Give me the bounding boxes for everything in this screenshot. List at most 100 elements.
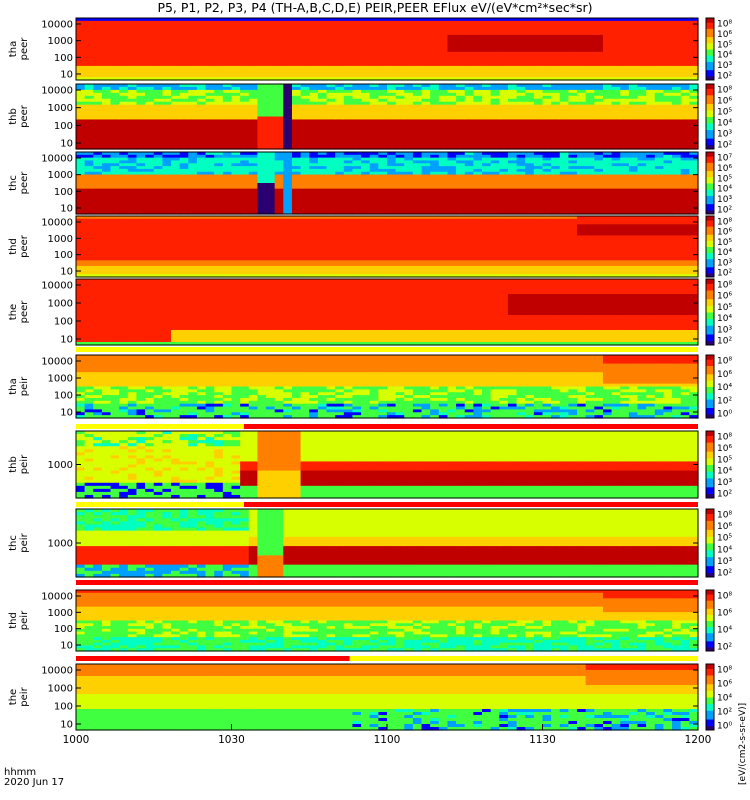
spectrogram-cell — [266, 113, 276, 118]
spectrogram-cell — [525, 26, 535, 30]
spectrogram-cell — [361, 71, 371, 75]
spectrogram-cell — [387, 40, 397, 44]
spectrogram-cell — [594, 171, 604, 176]
spectrogram-cell — [361, 113, 371, 118]
spectrogram-cell — [473, 49, 483, 53]
spectrogram-cell — [663, 84, 673, 88]
spectrogram-cell — [611, 43, 621, 47]
spectrogram-cell — [119, 197, 129, 201]
spectrogram-cell — [361, 143, 371, 147]
spectrogram-cell — [689, 63, 699, 67]
spectrogram-cell — [188, 185, 198, 190]
spectrogram-cell — [343, 185, 354, 190]
spectrogram-cell — [654, 29, 665, 33]
spectrogram-cell — [438, 23, 449, 28]
spectrogram-cell — [594, 137, 604, 141]
spectrogram-cell — [654, 131, 665, 135]
spectrogram-cell — [300, 107, 310, 112]
spectrogram-cell — [395, 43, 405, 47]
spectrogram-cell — [352, 89, 362, 94]
spectrogram-cell — [456, 157, 466, 162]
spectrogram-cell — [637, 98, 647, 103]
spectrogram-cell — [93, 43, 103, 47]
spectrogram-cell — [404, 152, 414, 156]
spectrogram-cell — [680, 110, 690, 115]
spectrogram-cell — [525, 119, 535, 123]
spectrogram-cell — [326, 154, 336, 159]
spectrogram-cell — [628, 197, 639, 201]
spectrogram-cell — [395, 152, 405, 156]
spectrogram-cell — [266, 68, 276, 73]
spectrogram-cell — [637, 26, 647, 30]
spectrogram-cell — [309, 140, 319, 144]
spectrogram-cell — [620, 37, 630, 42]
spectrogram-cell — [620, 32, 630, 36]
spectrogram-cell — [162, 128, 172, 132]
spectrogram-cell — [680, 134, 690, 138]
spectrogram-cell — [387, 180, 397, 184]
spectrogram-cell — [387, 208, 397, 212]
spectrogram-cell — [266, 197, 276, 201]
spectrogram-cell — [317, 20, 328, 25]
spectrogram-cell — [628, 122, 639, 126]
spectrogram-cell — [482, 208, 492, 212]
spectrogram-cell — [464, 23, 474, 28]
spectrogram-cell — [585, 57, 595, 61]
spectrogram-cell — [577, 46, 587, 50]
spectrogram-cell — [266, 125, 276, 129]
spectrogram-cell — [222, 119, 233, 123]
spectrogram-cell — [646, 131, 656, 135]
spectrogram-cell — [680, 26, 690, 30]
spectrogram-cell — [378, 95, 388, 100]
spectrogram-cell — [628, 119, 639, 123]
spectrogram-cell — [378, 86, 388, 91]
spectrogram-cell — [335, 160, 345, 164]
spectrogram-cell — [594, 98, 604, 103]
spectrogram-cell — [257, 211, 267, 215]
spectrogram-cell — [551, 60, 561, 64]
spectrogram-cell — [153, 98, 163, 103]
spectrogram-cell — [171, 74, 181, 78]
spectrogram-cell — [585, 154, 595, 159]
spectrogram-cell — [421, 23, 431, 28]
spectrogram-cell — [266, 46, 276, 50]
spectrogram-cell — [222, 26, 233, 30]
spectrogram-cell — [404, 174, 414, 178]
spectrogram-cell — [153, 95, 163, 100]
spectrogram-cell — [559, 140, 570, 144]
spectrogram-cell — [568, 122, 578, 126]
spectrogram-cell — [84, 152, 94, 156]
spectrogram-cell — [335, 40, 345, 44]
spectrogram-cell — [110, 63, 120, 67]
spectrogram-cell — [387, 60, 397, 64]
spectrogram-cell — [162, 51, 172, 56]
spectrogram-cell — [136, 188, 146, 193]
spectrogram-cell — [594, 18, 604, 22]
spectrogram-cell — [248, 23, 259, 28]
spectrogram-cell — [179, 119, 189, 123]
spectrogram-cell — [421, 174, 431, 178]
spectrogram-cell — [585, 143, 595, 147]
spectrogram-cell — [326, 140, 336, 144]
spectrogram-cell — [188, 166, 198, 170]
spectrogram-cell — [93, 235, 103, 239]
spectrogram-cell — [222, 40, 233, 44]
spectrogram-cell — [387, 107, 397, 112]
spectrogram-cell — [507, 116, 518, 121]
spectrogram-cell — [317, 197, 328, 201]
spectrogram-cell — [594, 154, 604, 159]
spectrogram-cell — [516, 191, 526, 195]
spectrogram-cell — [188, 68, 198, 73]
spectrogram-cell — [240, 185, 250, 190]
spectrogram-cell — [663, 32, 673, 36]
spectrogram-cell — [214, 188, 224, 193]
spectrogram-cell — [542, 40, 552, 44]
spectrogram-cell — [438, 131, 449, 135]
y-axis-label-species: peer — [19, 104, 30, 128]
spectrogram-cell — [248, 211, 259, 215]
spectrogram-cell — [76, 229, 86, 234]
spectrogram-cell — [266, 71, 276, 75]
spectrogram-cell — [525, 202, 535, 207]
spectrogram-cell — [447, 49, 457, 53]
spectrogram-cell — [421, 128, 431, 132]
